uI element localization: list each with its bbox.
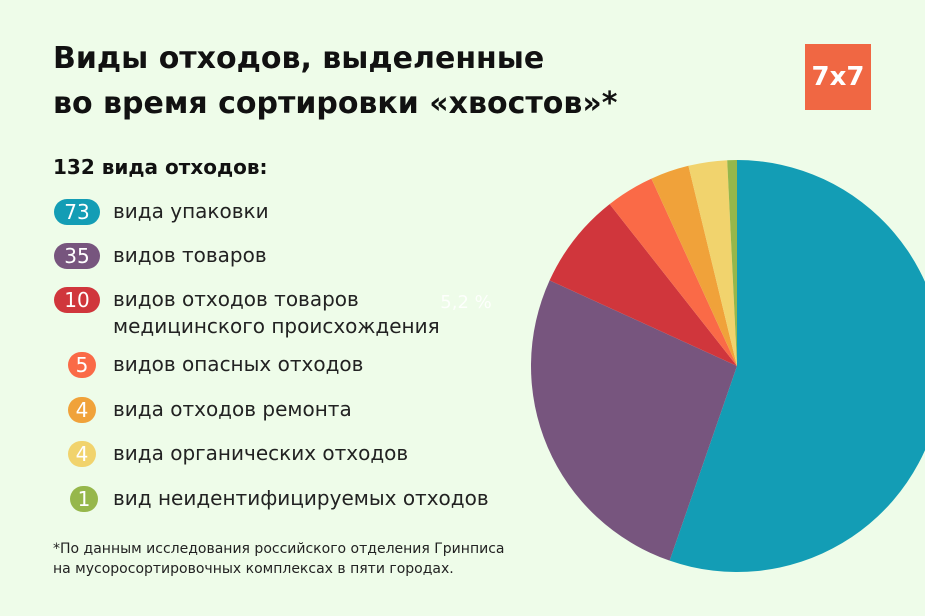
- legend-label-6: вида органических отходов: [113, 441, 409, 465]
- pie-slice-4: [609, 178, 737, 366]
- pie-slice-2: [531, 280, 737, 561]
- legend-badge-1: 73: [54, 199, 100, 225]
- title-line-2: во время сортировки «хвостов»*: [53, 86, 618, 121]
- legend-badge-2: 35: [54, 243, 100, 269]
- legend-badge-6: 4: [68, 441, 96, 467]
- pie-slice-1: [669, 160, 925, 572]
- pie-slice-6: [688, 160, 737, 366]
- subtitle: 132 вида отходов:: [53, 155, 268, 179]
- legend-label-2: видов товаров: [113, 243, 267, 267]
- legend-label-3: видов отходов товаров медицинского проис…: [113, 287, 440, 338]
- pie-slice-5: [651, 165, 737, 366]
- legend-badge-5: 4: [68, 397, 96, 423]
- legend-label-1: вида упаковки: [113, 199, 269, 223]
- pie-slice-7: [727, 160, 737, 366]
- legend-badge-7: 1: [70, 486, 98, 512]
- brand-logo[interactable]: 7x7: [805, 44, 871, 110]
- legend-badge-4: 5: [68, 352, 96, 378]
- legend-label-5: вида отходов ремонта: [113, 397, 352, 421]
- legend-badge-3: 10: [54, 287, 100, 313]
- pie-slice-3: [549, 204, 737, 366]
- chart-title: Виды отходов, выделенные во время сортир…: [53, 36, 753, 126]
- footnote: *По данным исследования российского отде…: [53, 541, 505, 577]
- legend-label-4: видов опасных отходов: [113, 352, 364, 376]
- title-line-1: Виды отходов, выделенные: [53, 41, 545, 76]
- legend-label-7: вид неидентифицируемых отходов: [113, 486, 489, 510]
- pie-annotation-1: 5,2 %: [440, 292, 491, 313]
